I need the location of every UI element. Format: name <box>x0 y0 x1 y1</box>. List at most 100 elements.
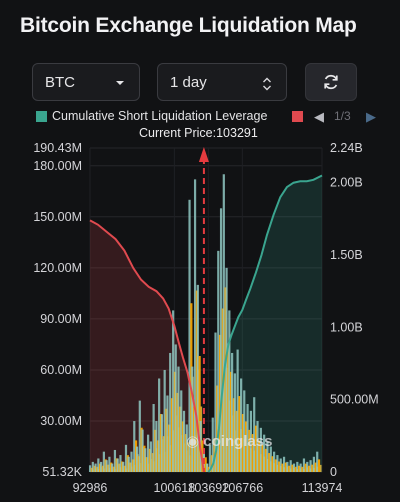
y-left-tick-label: 180.00M <box>33 159 82 173</box>
liquidation-bar-teal <box>269 446 272 472</box>
liquidation-bar-teal <box>292 463 296 472</box>
liquidation-bar-teal <box>225 267 228 472</box>
liquidation-bar-teal <box>282 456 286 472</box>
liquidation-bar-teal <box>155 421 158 472</box>
liquidation-bar-teal <box>119 455 122 472</box>
liquidation-bar <box>317 459 321 472</box>
liquidation-bar-teal <box>122 461 125 472</box>
y-left-tick-label: 120.00M <box>33 261 82 275</box>
liquidation-bar-teal <box>206 463 209 472</box>
liquidation-bar-teal <box>276 455 279 472</box>
legend-page-indicator: 1/3 <box>334 109 351 123</box>
liquidation-bar-teal <box>177 366 180 472</box>
y-left-tick-label: 90.00M <box>40 312 82 326</box>
liquidation-bar-teal <box>259 427 262 472</box>
liquidation-bar <box>271 456 274 472</box>
liquidation-bar-teal <box>222 174 225 472</box>
liquidation-bar-teal <box>279 458 282 472</box>
liquidation-bar <box>198 355 201 472</box>
y-right-tick-label: 1.00B <box>330 320 363 334</box>
triangle-right-icon[interactable]: ▶ <box>366 109 376 124</box>
liquidation-bar-teal <box>217 250 220 472</box>
liquidation-bar-teal <box>236 349 239 472</box>
liquidation-bar-teal <box>152 404 155 472</box>
liquidation-bar <box>248 429 251 472</box>
liquidation-bar <box>278 461 281 472</box>
liquidation-bar-teal <box>169 352 172 472</box>
legend-label-short[interactable]: Cumulative Short Liquidation Leverage <box>52 109 268 123</box>
liquidation-bar-teal <box>246 404 249 472</box>
liquidation-bar-teal <box>214 332 217 472</box>
liquidation-bar-teal <box>180 390 183 472</box>
liquidation-bar <box>258 440 261 472</box>
liquidation-bar-teal <box>306 461 309 472</box>
liquidation-bar-mid <box>319 464 322 472</box>
liquidation-bar <box>254 425 258 472</box>
watermark-text: coinglass <box>203 433 273 450</box>
liquidation-bar <box>268 453 271 472</box>
liquidation-bar-teal <box>124 444 128 472</box>
chevron-down-icon <box>116 81 124 85</box>
y-right-tick-label: 2.00B <box>330 176 363 190</box>
y-right-tick-label: 0 <box>330 465 337 479</box>
triangle-left-icon[interactable]: ◀ <box>314 109 324 124</box>
liquidation-bar <box>281 463 284 472</box>
liquidation-bar <box>294 466 297 472</box>
current-price-label: Current Price:103291 <box>139 126 258 140</box>
legend-swatch-long[interactable] <box>292 111 303 122</box>
liquidation-bar-teal <box>208 444 212 472</box>
liquidation-bar-teal <box>172 310 175 472</box>
liquidation-bar-teal <box>253 397 256 472</box>
liquidation-bar-teal <box>91 461 94 472</box>
liquidation-bar-teal <box>102 451 105 472</box>
liquidation-bar-teal <box>116 458 119 472</box>
liquidation-bar <box>251 434 254 472</box>
liquidation-bar-teal <box>174 344 177 472</box>
coin-select[interactable]: BTC <box>32 63 140 101</box>
liquidation-bar-teal <box>130 451 133 472</box>
liquidation-bar-teal <box>249 410 252 472</box>
page-title: Bitcoin Exchange Liquidation Map <box>20 14 357 37</box>
coinglass-logo-icon: ◉ <box>186 433 200 450</box>
liquidation-bar-teal <box>141 429 144 472</box>
liquidation-bar-teal <box>193 179 197 473</box>
liquidation-bar <box>241 414 245 472</box>
refresh-button[interactable] <box>305 63 357 101</box>
x-tick-label: 113974 <box>302 481 343 495</box>
liquidation-bar-teal <box>316 451 319 472</box>
liquidation-bar <box>274 459 278 472</box>
liquidation-bar-teal <box>266 441 269 472</box>
liquidation-bar <box>298 465 301 472</box>
time-range-value: 1 day <box>170 73 207 91</box>
y-left-tick-label: 30.00M <box>40 414 82 428</box>
liquidation-bar-teal <box>135 446 139 472</box>
liquidation-bar-teal <box>191 366 194 472</box>
legend-swatch-short[interactable] <box>36 111 47 122</box>
y-left-tick-label: 190.43M <box>33 141 82 155</box>
liquidation-bar-teal <box>182 410 186 472</box>
liquidation-bar-teal <box>108 456 111 472</box>
liquidation-bar-teal <box>289 460 292 472</box>
liquidation-bar-teal <box>133 421 136 472</box>
liquidation-bar-teal <box>188 199 191 472</box>
liquidation-bar-teal <box>233 373 236 472</box>
y-right-tick-label: 1.50B <box>330 248 363 262</box>
liquidation-bar-teal <box>263 434 266 472</box>
liquidation-bar <box>261 444 264 472</box>
liquidation-bar-teal <box>273 451 276 472</box>
time-range-select[interactable]: 1 day <box>157 63 287 101</box>
liquidation-bar-teal <box>163 369 166 472</box>
liquidation-bar-teal <box>302 458 306 472</box>
y-left-tick-label: 150.00M <box>33 210 82 224</box>
x-tick-label: 103692 <box>187 481 229 495</box>
liquidation-bar-teal <box>113 449 117 472</box>
liquidation-bar <box>311 464 314 472</box>
liquidation-bar-teal <box>100 461 103 472</box>
liquidation-bar-teal <box>105 460 108 472</box>
liquidation-bar-teal <box>196 284 199 472</box>
y-left-tick-label: 60.00M <box>40 363 82 377</box>
liquidation-bar <box>291 464 294 472</box>
liquidation-bar-teal <box>299 463 302 472</box>
coin-select-value: BTC <box>45 73 75 91</box>
